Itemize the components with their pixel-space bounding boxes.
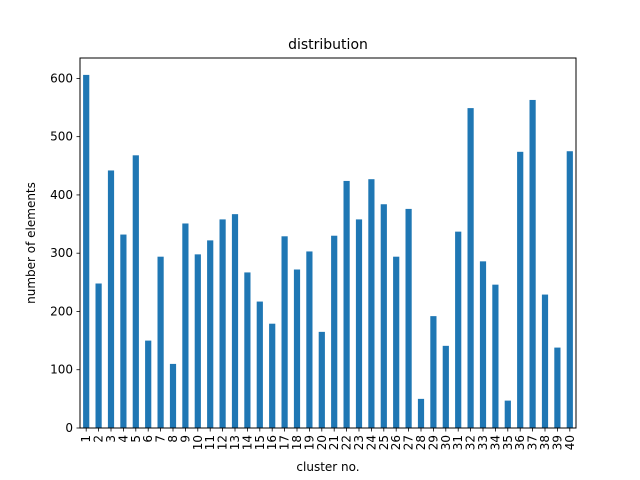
bar-cluster-20: [318, 331, 325, 428]
x-tick-label: 33: [476, 435, 490, 450]
x-tick-label: 6: [141, 435, 155, 443]
bar-cluster-29: [430, 316, 437, 428]
bar-cluster-33: [479, 261, 487, 428]
x-tick-label: 27: [402, 435, 416, 450]
bar-cluster-25: [380, 204, 387, 428]
bar-cluster-34: [492, 284, 499, 428]
x-tick-label: 16: [265, 435, 279, 450]
bar-cluster-24: [368, 179, 375, 428]
x-tick-label: 26: [389, 435, 403, 450]
bar-cluster-35: [504, 400, 511, 428]
x-tick-label: 10: [191, 435, 205, 450]
x-tick-label: 37: [526, 435, 540, 450]
bar-cluster-6: [145, 340, 152, 428]
chart-title: distribution: [288, 37, 368, 53]
bar-cluster-13: [231, 214, 239, 428]
bar-cluster-3: [107, 170, 115, 428]
x-axis: 1234567891011121314151617181920212223242…: [79, 428, 577, 450]
bar-cluster-22: [343, 180, 350, 428]
x-tick-label: 22: [340, 435, 354, 450]
bars-group: [83, 74, 573, 429]
x-tick-label: 2: [92, 435, 106, 443]
x-tick-label: 1: [79, 435, 93, 443]
bar-cluster-18: [293, 269, 301, 428]
plot-frame: [79, 57, 577, 429]
bar-cluster-26: [393, 256, 400, 428]
x-tick-label: 14: [240, 435, 254, 450]
x-tick-label: 9: [178, 435, 192, 443]
x-tick-label: 11: [203, 435, 217, 450]
bar-cluster-4: [120, 234, 127, 428]
x-tick-label: 17: [278, 435, 292, 450]
x-axis-label: cluster no.: [296, 460, 359, 474]
x-tick-label: 8: [166, 435, 180, 443]
x-tick-label: 29: [426, 435, 440, 450]
x-tick-label: 25: [377, 435, 391, 450]
bar-cluster-11: [207, 240, 214, 428]
x-tick-label: 40: [563, 435, 577, 450]
x-tick-label: 35: [501, 435, 515, 450]
y-tick-label: 300: [50, 246, 73, 260]
x-tick-label: 7: [154, 435, 168, 443]
x-tick-label: 15: [253, 435, 267, 450]
bar-cluster-8: [169, 363, 177, 428]
x-tick-label: 30: [439, 435, 453, 450]
bar-cluster-39: [554, 347, 561, 428]
bar-cluster-36: [517, 151, 524, 428]
bar-cluster-28: [417, 398, 425, 428]
x-tick-label: 21: [327, 435, 341, 450]
bar-cluster-15: [256, 301, 263, 428]
bar-cluster-37: [529, 99, 536, 428]
y-tick-label: 400: [50, 188, 73, 202]
x-tick-label: 5: [129, 435, 143, 443]
y-tick-label: 200: [50, 304, 73, 318]
bar-cluster-23: [355, 219, 363, 428]
x-tick-label: 19: [302, 435, 316, 450]
x-tick-label: 20: [315, 435, 329, 450]
x-tick-label: 13: [228, 435, 242, 450]
bar-cluster-10: [194, 254, 201, 428]
x-tick-label: 38: [538, 435, 552, 450]
bar-cluster-12: [219, 219, 226, 428]
bar-cluster-40: [566, 151, 573, 429]
x-tick-label: 34: [488, 435, 502, 450]
x-tick-label: 18: [290, 435, 304, 450]
bar-cluster-16: [269, 323, 276, 428]
x-tick-label: 23: [352, 435, 366, 450]
y-tick-label: 500: [50, 130, 73, 144]
bar-cluster-5: [132, 155, 139, 428]
x-tick-label: 12: [216, 435, 230, 450]
x-tick-label: 32: [464, 435, 478, 450]
x-tick-label: 4: [116, 435, 130, 443]
y-tick-label: 100: [50, 363, 73, 377]
x-tick-label: 39: [550, 435, 564, 450]
bar-cluster-2: [95, 283, 102, 428]
bar-cluster-30: [442, 345, 449, 428]
bar-cluster-21: [331, 235, 338, 428]
bar-cluster-9: [182, 223, 189, 428]
bar-cluster-7: [157, 256, 164, 428]
y-tick-label: 600: [50, 71, 73, 85]
bar-cluster-32: [467, 108, 474, 429]
bar-cluster-38: [541, 294, 549, 428]
x-tick-label: 24: [364, 435, 378, 450]
x-tick-label: 3: [104, 435, 118, 443]
bar-cluster-27: [405, 208, 412, 428]
bar-cluster-31: [455, 231, 462, 428]
x-tick-label: 28: [414, 435, 428, 450]
bar-cluster-19: [306, 251, 313, 428]
y-tick-label: 0: [65, 421, 73, 435]
x-tick-label: 31: [451, 435, 465, 450]
bar-cluster-14: [244, 272, 251, 428]
y-axis: 0 100 200 300 400 500 600: [50, 71, 80, 435]
x-tick-label: 36: [513, 435, 527, 450]
bar-cluster-1: [83, 74, 90, 429]
bar-cluster-17: [281, 236, 288, 428]
y-axis-label: number of elements: [24, 182, 38, 304]
